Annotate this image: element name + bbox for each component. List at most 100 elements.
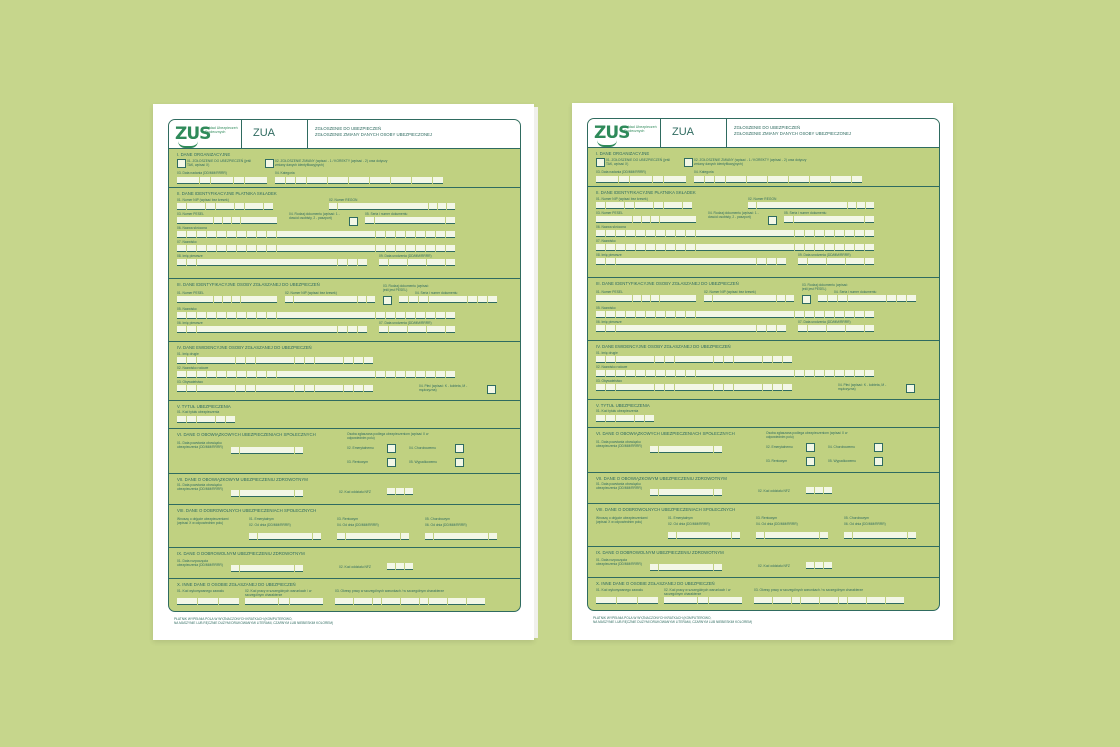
disability-checkbox[interactable]: [806, 457, 815, 466]
nfz-code-field[interactable]: [806, 487, 832, 494]
field-label: 07. Nazwisko: [177, 240, 197, 244]
surname-field[interactable]: [596, 311, 875, 318]
date-field[interactable]: [650, 446, 723, 453]
nip-field[interactable]: [177, 203, 273, 210]
checkbox-change[interactable]: [265, 159, 274, 168]
document-number-field[interactable]: [784, 216, 874, 223]
citizenship-field[interactable]: [177, 385, 373, 392]
pesel-field[interactable]: [596, 295, 696, 302]
pension-date-field[interactable]: [668, 532, 741, 539]
profession-code-field[interactable]: [596, 597, 659, 604]
date-field[interactable]: [231, 490, 304, 497]
sex-box[interactable]: [487, 385, 496, 394]
form-title-line2: ZGŁOSZENIE ZMIANY DANYCH OSOBY UBEZPIECZ…: [315, 132, 433, 138]
sickness-date-field[interactable]: [425, 533, 498, 540]
special-work-code-field[interactable]: [245, 598, 324, 605]
date-field[interactable]: [177, 177, 268, 184]
profession-code-field[interactable]: [177, 598, 240, 605]
document-type-box[interactable]: [802, 295, 811, 304]
field-label: 01. Numer NIP (wpisać bez kresek): [596, 197, 648, 201]
special-work-period-field[interactable]: [754, 597, 904, 604]
field-label: 06. Imię pierwsze: [177, 321, 203, 325]
second-name-field[interactable]: [177, 357, 373, 364]
short-name-field[interactable]: [596, 230, 875, 237]
first-name-field[interactable]: [596, 258, 786, 265]
nfz-code-field[interactable]: [387, 488, 413, 495]
disability-date-field[interactable]: [756, 532, 829, 539]
short-name-field[interactable]: [177, 231, 456, 238]
nip-field[interactable]: [704, 295, 795, 302]
birth-date-field[interactable]: [798, 258, 875, 265]
document-number-field[interactable]: [365, 217, 455, 224]
first-name-field[interactable]: [596, 325, 786, 332]
family-name-field[interactable]: [177, 371, 456, 378]
date-field[interactable]: [596, 176, 687, 183]
sex-box[interactable]: [906, 384, 915, 393]
pesel-field[interactable]: [177, 296, 277, 303]
regon-field[interactable]: [329, 203, 456, 210]
document-number-field[interactable]: [399, 296, 497, 303]
nfz-code-field[interactable]: [806, 562, 832, 569]
sickness-checkbox[interactable]: [455, 444, 464, 453]
field-label: 03. Rentowym: [756, 516, 778, 520]
field-label: 01. Emerytalnym: [249, 517, 274, 521]
special-work-code-field[interactable]: [664, 597, 743, 604]
citizenship-field[interactable]: [596, 384, 792, 391]
pesel-field[interactable]: [596, 216, 696, 223]
category-field[interactable]: [694, 176, 862, 183]
date-field[interactable]: [231, 447, 304, 454]
section-mandatory-health: VII. DANE O OBOWIĄZKOWYM UBEZPIECZENIU Z…: [588, 473, 939, 504]
field-label: 04. Kategoria: [694, 170, 714, 174]
first-name-field[interactable]: [177, 259, 367, 266]
birth-date-field[interactable]: [379, 326, 456, 333]
disability-checkbox[interactable]: [387, 458, 396, 467]
first-name-field[interactable]: [177, 326, 367, 333]
field-label: 09. Data urodzenia (DD/MM/RRRR): [379, 254, 432, 258]
document-type-box[interactable]: [349, 217, 358, 226]
sickness-date-field[interactable]: [844, 532, 917, 539]
surname-field[interactable]: [177, 245, 456, 252]
date-field[interactable]: [650, 489, 723, 496]
accident-checkbox[interactable]: [874, 457, 883, 466]
field-label: 06. Imię pierwsze: [596, 320, 622, 324]
section-title: IV. DANE EWIDENCYJNE OSOBY ZGŁASZANEJ DO…: [177, 345, 312, 350]
date-field[interactable]: [231, 565, 304, 572]
pesel-field[interactable]: [177, 217, 277, 224]
form-code: ZUA: [672, 126, 694, 138]
pension-date-field[interactable]: [249, 533, 322, 540]
field-label: 03. Rentowym: [347, 460, 369, 464]
checkbox-registration[interactable]: [596, 158, 605, 167]
field-label: 05. Chorobowym: [425, 517, 450, 521]
birth-date-field[interactable]: [798, 325, 875, 332]
category-field[interactable]: [275, 177, 443, 184]
accident-checkbox[interactable]: [455, 458, 464, 467]
special-work-period-field[interactable]: [335, 598, 485, 605]
title-code-field[interactable]: [177, 416, 235, 423]
field-label: 02. Kod oddziału NFZ: [758, 489, 790, 493]
section-title: IX. DANE O DOBROWOLNYM UBEZPIECZENIU ZDR…: [177, 551, 305, 556]
field-label: 04. Seria i numer dokumentu: [834, 290, 877, 294]
second-name-field[interactable]: [596, 356, 792, 363]
document-type-box[interactable]: [768, 216, 777, 225]
title-code-field[interactable]: [596, 415, 654, 422]
regon-field[interactable]: [748, 202, 875, 209]
disability-date-field[interactable]: [337, 533, 410, 540]
family-name-field[interactable]: [596, 370, 875, 377]
pension-checkbox[interactable]: [387, 444, 396, 453]
nip-field[interactable]: [285, 296, 376, 303]
document-type-box[interactable]: [383, 296, 392, 305]
date-field[interactable]: [650, 564, 723, 571]
logo-text: Zakład Ubezpieczeń Społecznych: [624, 125, 657, 134]
pension-checkbox[interactable]: [806, 443, 815, 452]
nip-field[interactable]: [596, 202, 692, 209]
birth-date-field[interactable]: [379, 259, 456, 266]
field-label: 03. Rodzaj dokumentu (wpisać: jeśli jest…: [383, 284, 429, 292]
checkbox-change[interactable]: [684, 158, 693, 167]
surname-field[interactable]: [177, 312, 456, 319]
surname-field[interactable]: [596, 244, 875, 251]
checkbox-registration[interactable]: [177, 159, 186, 168]
nfz-code-field[interactable]: [387, 563, 413, 570]
document-number-field[interactable]: [818, 295, 916, 302]
field-label: 01. Data powstania obowiązku ubezpieczen…: [177, 441, 223, 449]
sickness-checkbox[interactable]: [874, 443, 883, 452]
